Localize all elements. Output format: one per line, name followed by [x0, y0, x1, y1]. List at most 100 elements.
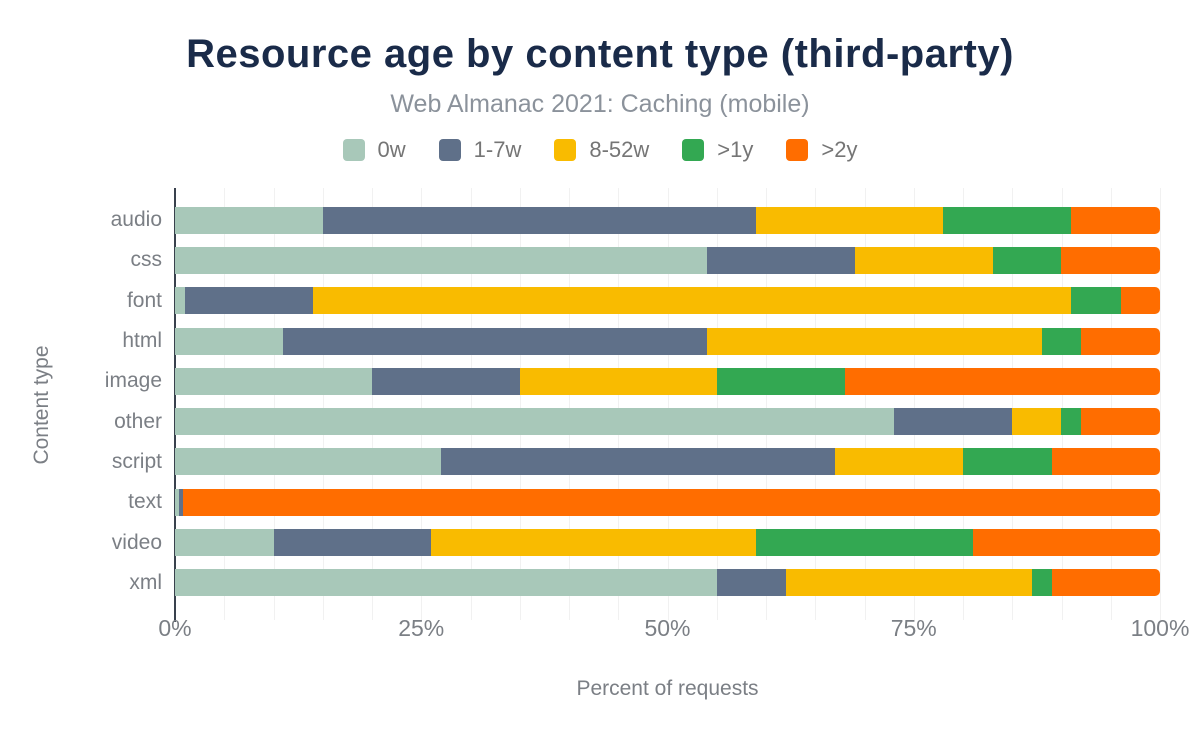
- gridline: [667, 188, 669, 620]
- legend-swatch-icon: [342, 139, 365, 161]
- x-axis-title: Percent of requests: [576, 677, 759, 700]
- gridline: [372, 188, 373, 620]
- x-tick-label: 0%: [158, 615, 192, 641]
- legend-item: 1-7w: [438, 137, 521, 163]
- bar-segment: [1061, 246, 1160, 274]
- bar-segment: [175, 488, 179, 516]
- legend-swatch-icon: [554, 139, 577, 161]
- legend-swatch-icon: [786, 139, 809, 161]
- category-label: font: [126, 288, 162, 312]
- bar-row: text: [128, 482, 1160, 522]
- stacked-bar: [175, 246, 1160, 274]
- bar-segment: [1120, 287, 1160, 315]
- bar-segment: [894, 408, 1013, 436]
- chart-subtitle: Web Almanac 2021: Caching (mobile): [390, 90, 810, 118]
- bar-segment: [706, 246, 855, 274]
- stacked-bar: [175, 448, 1160, 476]
- bar-segment: [184, 287, 313, 315]
- gridline: [1110, 188, 1112, 620]
- legend-item: >2y: [786, 137, 857, 163]
- legend-swatch-icon: [438, 139, 461, 161]
- gridline: [421, 188, 423, 620]
- bar-segment: [972, 529, 1160, 557]
- legend-label: >2y: [821, 137, 858, 162]
- bar-segment: [1071, 287, 1121, 315]
- bar-row: html: [122, 321, 1160, 361]
- bar-segment: [756, 529, 973, 557]
- bar-segment: [943, 206, 1072, 234]
- legend-label: >1y: [717, 137, 754, 162]
- bar-segment: [1031, 569, 1052, 597]
- gridline: [963, 188, 964, 620]
- bar-segment: [312, 287, 1072, 315]
- bar-segment: [175, 569, 717, 597]
- gridline: [815, 188, 817, 620]
- gridline: [1160, 188, 1161, 620]
- legend-item: 0w: [342, 137, 406, 163]
- bar-segment: [322, 206, 757, 234]
- bar-row: other: [114, 401, 1160, 441]
- bar-segment: [1051, 448, 1160, 476]
- gridline: [273, 188, 275, 620]
- category-label: audio: [110, 208, 162, 232]
- category-label: image: [104, 369, 162, 393]
- bar-segment: [844, 367, 1160, 395]
- x-tick-label: 100%: [1130, 615, 1190, 641]
- y-axis-line: [174, 188, 176, 622]
- legend-item: >1y: [682, 137, 753, 163]
- bar-segment: [178, 488, 183, 516]
- bar-segment: [1041, 327, 1082, 355]
- stacked-bar: [175, 206, 1160, 234]
- x-tick-label: 75%: [890, 615, 937, 641]
- gridline: [470, 188, 472, 620]
- legend-swatch-icon: [682, 139, 705, 161]
- bar-row: xml: [129, 563, 1160, 603]
- stacked-bar: [175, 529, 1160, 557]
- bar-rows: audio css font html image other script text vide…: [105, 200, 1160, 603]
- bar-segment: [175, 367, 372, 395]
- bar-segment: [175, 246, 707, 274]
- plot-area: [174, 188, 1161, 622]
- bar-segment: [716, 569, 786, 597]
- legend-item: 8-52w: [554, 137, 649, 163]
- bar-segment: [756, 206, 944, 234]
- stacked-bar: [175, 488, 1160, 516]
- bar-segment: [1071, 206, 1160, 234]
- gridline: [322, 188, 324, 620]
- bar-row: css: [131, 240, 1160, 280]
- stacked-bar: [175, 367, 1160, 395]
- stacked-bar: [175, 569, 1160, 597]
- category-label: css: [130, 248, 163, 272]
- bar-segment: [175, 206, 323, 234]
- bar-segment: [283, 327, 707, 355]
- category-label: other: [114, 409, 162, 433]
- gridline: [519, 188, 521, 620]
- bar-segment: [834, 448, 963, 476]
- gridline: [913, 188, 915, 620]
- gridline: [716, 188, 718, 620]
- gridline: [1012, 188, 1014, 620]
- gridline: [224, 188, 226, 620]
- category-label: script: [111, 449, 162, 473]
- legend-label: 8-52w: [589, 137, 650, 162]
- bar-segment: [431, 529, 757, 557]
- category-label: text: [128, 490, 162, 514]
- y-axis-title: Content type: [30, 345, 53, 465]
- bar-segment: [175, 287, 185, 315]
- bar-segment: [182, 488, 1160, 516]
- gridline: [1061, 188, 1063, 620]
- legend-label: 0w: [377, 137, 406, 162]
- x-tick-label: 50%: [644, 615, 691, 641]
- bar-segment: [962, 448, 1052, 476]
- x-tick-label: 25%: [398, 615, 445, 641]
- bar-row: script: [112, 442, 1160, 482]
- stacked-bar: [175, 327, 1160, 355]
- bar-segment: [1081, 408, 1160, 436]
- bar-segment: [992, 246, 1062, 274]
- bar-row: image: [105, 361, 1160, 401]
- gridline: [569, 188, 570, 620]
- bar-segment: [1081, 327, 1160, 355]
- category-label: html: [122, 329, 162, 353]
- bar-segment: [175, 327, 284, 355]
- gridline: [864, 188, 866, 620]
